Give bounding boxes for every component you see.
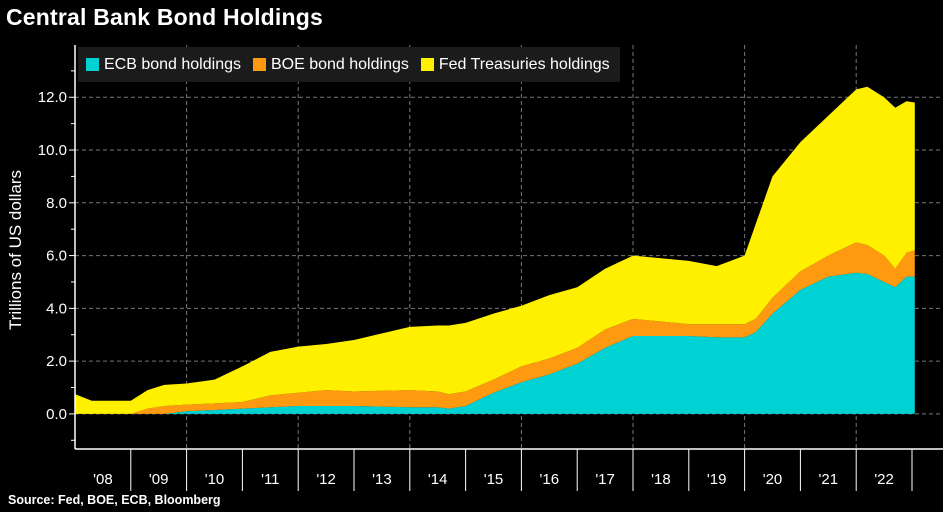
y-tick-label: 8.0 bbox=[46, 195, 67, 212]
area-boe-bond-holdings bbox=[75, 242, 915, 414]
source-note: Source: Fed, BOE, ECB, Bloomberg bbox=[8, 493, 221, 507]
y-tick-label: 6.0 bbox=[46, 248, 67, 265]
x-tick-label: '13 bbox=[372, 471, 392, 488]
x-tick-label: '12 bbox=[316, 471, 336, 488]
legend-swatch bbox=[252, 58, 266, 71]
legend-label: Fed Treasuries holdings bbox=[438, 55, 610, 73]
x-tick-label: '22 bbox=[874, 471, 894, 488]
legend-item-ecb: ECB bond holdings bbox=[86, 56, 241, 74]
y-tick-label: 12.0 bbox=[38, 89, 67, 106]
area-ecb-bond-holdings bbox=[75, 272, 915, 414]
legend-item-fed: Fed Treasuries holdings bbox=[420, 55, 610, 74]
legend-swatch bbox=[86, 58, 99, 71]
x-tick-label: '11 bbox=[261, 471, 279, 488]
y-tick-label: 2.0 bbox=[46, 353, 67, 370]
y-tick-label: 10.0 bbox=[38, 142, 67, 159]
x-tick-label: '19 bbox=[707, 471, 727, 488]
x-tick-label: '10 bbox=[205, 471, 225, 488]
chart-title: Central Bank Bond Holdings bbox=[6, 4, 323, 30]
legend: ECB bond holdings BOE bond holdings Fed … bbox=[78, 47, 620, 82]
x-tick-label: '21 bbox=[819, 471, 839, 488]
x-tick-label: '15 bbox=[484, 471, 504, 488]
x-tick-label: '09 bbox=[149, 471, 169, 488]
area-fed-treasuries-holdings bbox=[75, 86, 915, 414]
legend-label: BOE bond holdings bbox=[270, 55, 409, 73]
x-tick-label: '18 bbox=[651, 471, 671, 488]
legend-swatch bbox=[420, 58, 434, 71]
legend-label: ECB bond holdings bbox=[104, 55, 241, 73]
x-tick-label: '08 bbox=[93, 471, 113, 488]
x-tick-label: '20 bbox=[763, 471, 783, 488]
legend-item-boe: BOE bond holdings bbox=[252, 55, 409, 74]
x-tick-label: '16 bbox=[540, 471, 560, 488]
y-tick-label: 0.0 bbox=[46, 406, 67, 423]
x-tick-label: '17 bbox=[595, 471, 615, 488]
x-tick-label: '14 bbox=[428, 471, 448, 488]
y-tick-label: 4.0 bbox=[46, 300, 67, 317]
